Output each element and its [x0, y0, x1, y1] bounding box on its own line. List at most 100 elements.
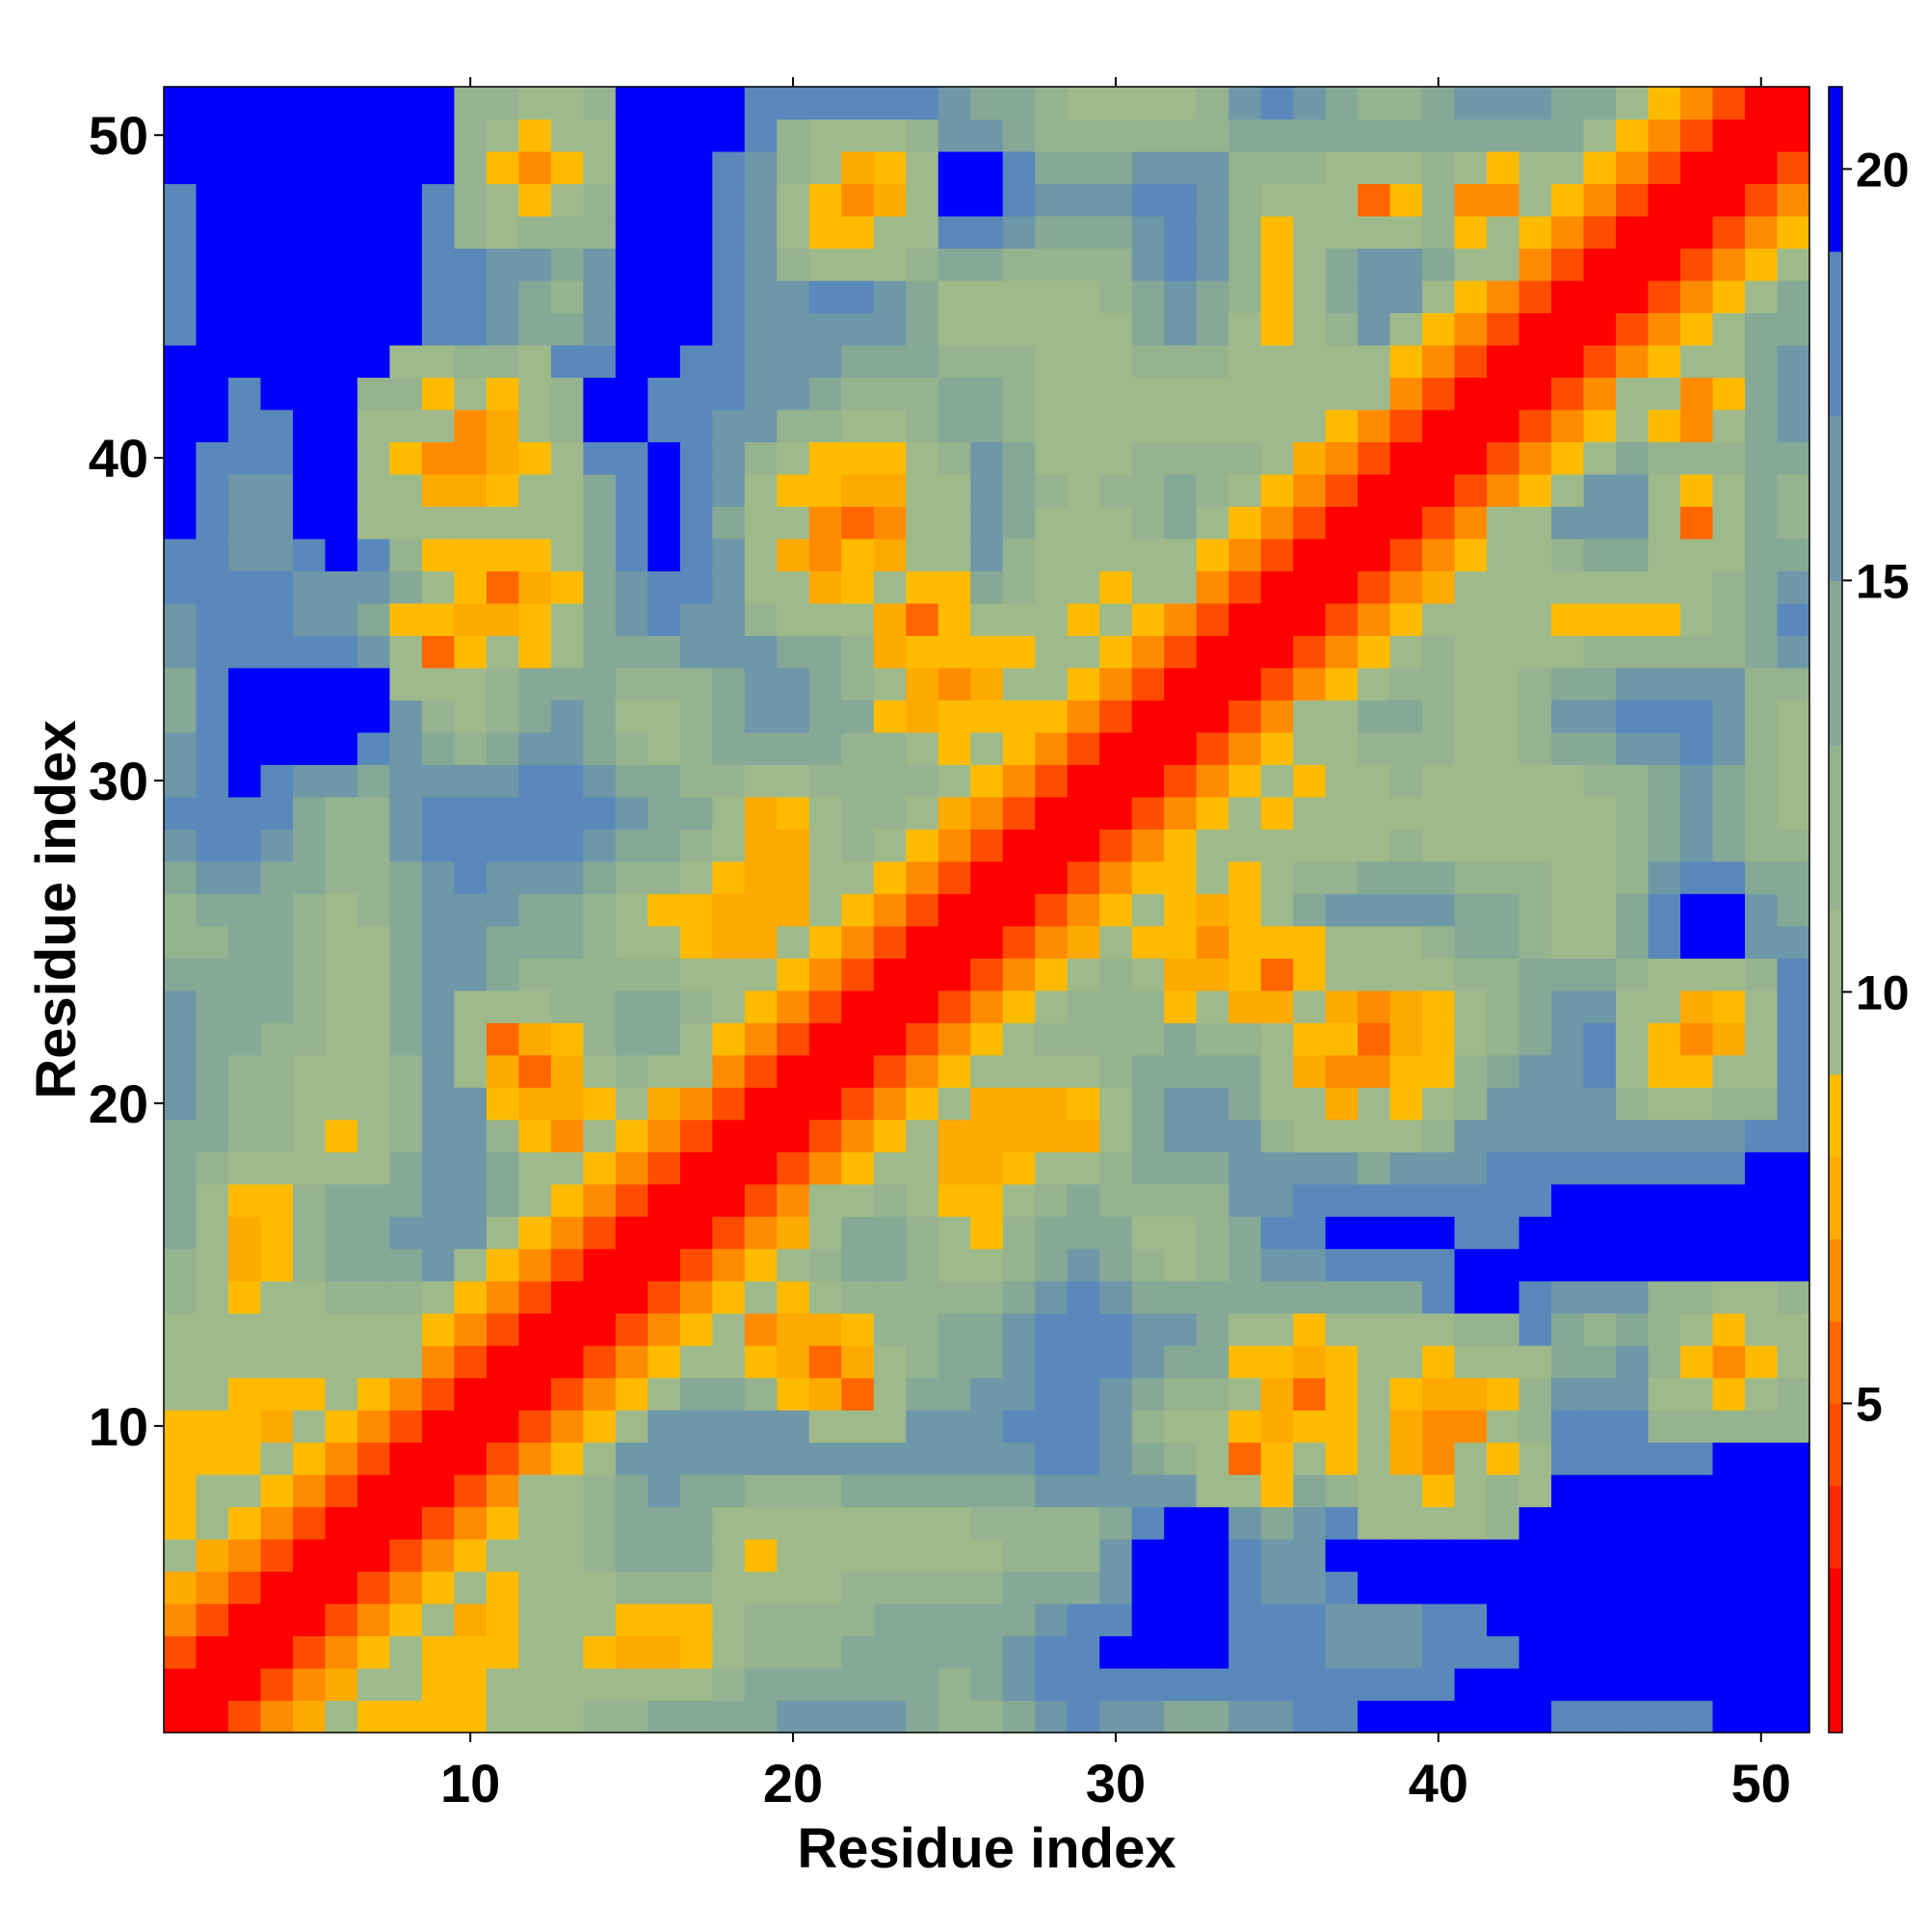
heatmap-cell	[712, 1442, 746, 1475]
heatmap-cell	[1196, 119, 1229, 152]
heatmap-cell	[1454, 1377, 1488, 1411]
heatmap-cell	[808, 279, 842, 314]
heatmap-cell	[486, 764, 519, 798]
heatmap-cell	[615, 1377, 648, 1411]
heatmap-cell	[808, 506, 842, 540]
heatmap-cell	[1518, 635, 1552, 669]
heatmap-cell	[1648, 1571, 1681, 1604]
heatmap-cell	[1487, 1216, 1520, 1250]
heatmap-cell	[1099, 667, 1133, 701]
heatmap-cell	[1293, 1635, 1327, 1669]
heatmap-cell	[1196, 1668, 1229, 1702]
heatmap-cell	[1777, 150, 1810, 185]
heatmap-cell	[1712, 1571, 1746, 1604]
heatmap-cell	[1487, 119, 1520, 152]
heatmap-cell	[970, 1635, 1004, 1669]
heatmap-cell	[196, 183, 229, 217]
heatmap-cell	[421, 893, 456, 927]
heatmap-cell	[1518, 764, 1552, 798]
heatmap-cell	[1002, 119, 1036, 152]
heatmap-cell	[1518, 473, 1552, 507]
heatmap-cell	[906, 1410, 939, 1443]
heatmap-cell	[1616, 1151, 1650, 1185]
heatmap-cell	[1389, 506, 1423, 540]
heatmap-cell	[325, 667, 358, 701]
heatmap-cell	[1583, 538, 1617, 571]
heatmap-cell	[1583, 829, 1617, 862]
heatmap-cell	[1518, 1022, 1552, 1056]
heatmap-cell	[550, 1183, 584, 1217]
heatmap-cell	[1293, 441, 1327, 475]
heatmap-cell	[1583, 990, 1617, 1023]
heatmap-cell	[389, 1635, 423, 1669]
heatmap-cell	[1196, 1571, 1229, 1604]
heatmap-cell	[647, 635, 681, 669]
heatmap-cell	[227, 1054, 262, 1088]
heatmap-cell	[486, 1345, 519, 1379]
heatmap-cell	[1228, 764, 1262, 798]
heatmap-cell	[1035, 150, 1069, 185]
heatmap-cell	[389, 635, 423, 669]
heatmap-cell	[744, 796, 778, 830]
heatmap-cell	[1164, 1474, 1198, 1508]
heatmap-cell	[679, 1054, 713, 1088]
heatmap-cell	[325, 377, 358, 410]
heatmap-cell	[1325, 602, 1359, 636]
heatmap-cell	[1196, 925, 1229, 959]
heatmap-cell	[1002, 1474, 1036, 1508]
heatmap-cell	[1099, 1022, 1133, 1056]
heatmap-cell	[1099, 1183, 1133, 1217]
heatmap-cell	[518, 1506, 552, 1540]
heatmap-cell	[1131, 990, 1165, 1023]
heatmap-cell	[1099, 1281, 1133, 1314]
heatmap-cell	[1422, 925, 1456, 959]
heatmap-cell	[550, 1442, 584, 1475]
heatmap-cell	[1745, 570, 1779, 604]
heatmap-cell	[970, 1345, 1004, 1379]
heatmap-cell	[260, 1603, 294, 1637]
heatmap-cell	[744, 731, 778, 765]
heatmap-cell	[937, 1474, 971, 1508]
heatmap-cell	[712, 1345, 746, 1379]
heatmap-cell	[1002, 731, 1036, 765]
heatmap-cell	[744, 700, 778, 733]
heatmap-cell	[647, 1345, 681, 1379]
heatmap-cell	[518, 1571, 552, 1604]
heatmap-cell	[1616, 570, 1650, 604]
y-tick-label: 20	[89, 1073, 148, 1134]
heatmap-cell	[1583, 1312, 1617, 1346]
heatmap-cell	[1067, 248, 1100, 281]
heatmap-cell	[1422, 344, 1456, 379]
heatmap-cell	[1260, 1151, 1294, 1185]
heatmap-cell	[1002, 1571, 1036, 1604]
heatmap-cell	[1616, 248, 1650, 281]
heatmap-cell	[583, 1603, 617, 1637]
heatmap-cell	[1002, 409, 1036, 442]
heatmap-cell	[1648, 1539, 1681, 1573]
heatmap-cell	[1389, 1571, 1423, 1604]
heatmap-cell	[325, 1668, 358, 1702]
heatmap-cell	[1002, 829, 1036, 862]
heatmap-cell	[1389, 925, 1423, 959]
heatmap-cell	[389, 183, 423, 217]
heatmap-cell	[1067, 473, 1100, 507]
colorbar-segment	[1829, 1568, 1842, 1734]
heatmap-cell	[164, 215, 198, 250]
heatmap-cell	[325, 538, 358, 571]
heatmap-cell	[292, 958, 327, 992]
heatmap-cell	[454, 215, 488, 250]
heatmap-cell	[486, 183, 519, 217]
heatmap-cell	[1228, 441, 1262, 475]
heatmap-cell	[389, 87, 423, 120]
heatmap-cell	[1131, 764, 1165, 798]
heatmap-cell	[1648, 958, 1681, 992]
heatmap-cell	[1551, 1410, 1585, 1443]
heatmap-cell	[1099, 925, 1133, 959]
heatmap-cell	[1551, 1539, 1585, 1573]
heatmap-cell	[615, 1312, 648, 1346]
colorbar-segment	[1829, 1485, 1842, 1569]
heatmap-cell	[873, 1539, 907, 1573]
heatmap-cell	[1518, 344, 1552, 379]
heatmap-cell	[1358, 958, 1391, 992]
heatmap-cell	[906, 731, 939, 765]
